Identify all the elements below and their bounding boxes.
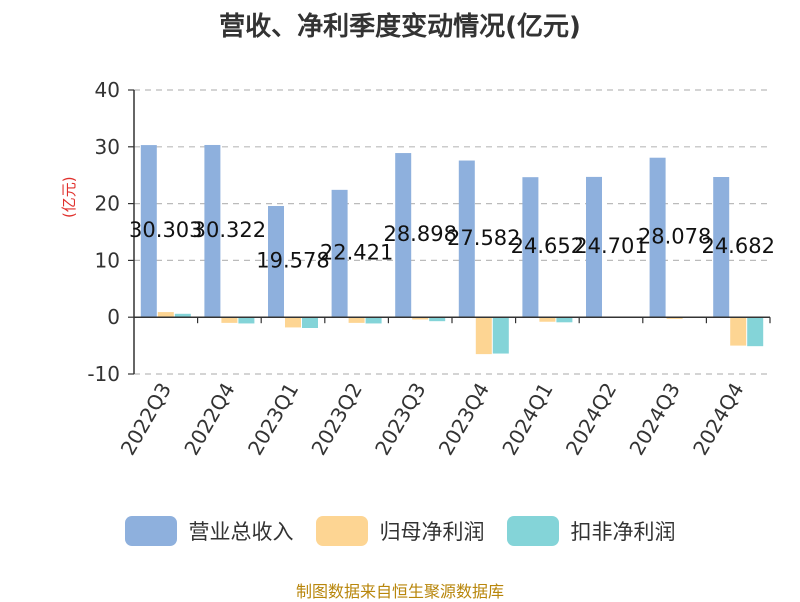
bar-net-profit xyxy=(666,317,683,319)
legend-swatch xyxy=(124,516,177,546)
legend-label: 扣非净利润 xyxy=(570,520,676,544)
chart-title: 营收、净利季度变动情况(亿元) xyxy=(219,12,581,42)
bar-deducted-net-profit xyxy=(492,317,509,354)
legend-item-deducted-net-profit[interactable]: 扣非净利润 xyxy=(506,516,676,546)
bar-net-profit xyxy=(412,317,429,320)
bar-deducted-net-profit xyxy=(747,317,764,347)
legend: 营业总收入 归母净利润 扣非净利润 xyxy=(0,516,800,546)
bar-deducted-net-profit xyxy=(174,313,191,318)
data-label: 22.421 xyxy=(320,241,393,265)
bar-revenue xyxy=(458,160,475,318)
bar-deducted-net-profit xyxy=(556,317,573,323)
bar-net-profit xyxy=(157,312,174,318)
y-tick-label: -10 xyxy=(87,362,120,386)
data-label: 24.701 xyxy=(574,234,647,258)
data-label: 30.322 xyxy=(193,218,266,242)
y-axis-label: (亿元) xyxy=(60,176,78,218)
data-label: 28.078 xyxy=(638,224,711,248)
x-tick-label: 2023Q2 xyxy=(306,379,366,460)
x-tick-label: 2022Q4 xyxy=(179,379,239,460)
bar-deducted-net-profit xyxy=(429,317,446,322)
x-tick-label: 2024Q3 xyxy=(624,379,684,460)
bar-net-profit xyxy=(221,317,238,323)
bar-revenue xyxy=(140,145,157,318)
x-tick-label: 2024Q1 xyxy=(497,379,557,460)
bar-net-profit xyxy=(285,317,301,328)
bar-net-profit xyxy=(348,317,365,323)
data-label: 19.578 xyxy=(256,249,329,273)
bar-revenue xyxy=(522,177,539,318)
legend-label: 归母净利润 xyxy=(379,520,485,544)
data-label: 28.898 xyxy=(383,222,456,246)
y-tick-label: 30 xyxy=(95,135,120,159)
bar-revenue xyxy=(649,157,666,318)
y-tick-label: 10 xyxy=(95,248,120,272)
bar-revenue xyxy=(586,176,602,318)
bar-deducted-net-profit xyxy=(238,317,255,324)
data-label: 24.652 xyxy=(511,234,584,258)
y-tick-label: 40 xyxy=(95,78,120,102)
bar-revenue xyxy=(204,144,221,318)
y-tick-label: 20 xyxy=(95,192,120,216)
bar-revenue xyxy=(713,177,730,318)
bar-deducted-net-profit xyxy=(365,317,382,324)
y-tick-label: 0 xyxy=(107,305,120,329)
data-label: 30.303 xyxy=(129,218,202,242)
x-tick-label: 2023Q3 xyxy=(370,379,430,460)
legend-swatch xyxy=(506,516,559,546)
source-footer: 制图数据来自恒生聚源数据库 xyxy=(295,582,504,601)
data-label: 27.582 xyxy=(447,226,520,250)
legend-item-net-profit[interactable]: 归母净利润 xyxy=(315,516,485,546)
legend-label: 营业总收入 xyxy=(188,520,294,544)
x-tick-label: 2022Q3 xyxy=(116,379,176,460)
x-tick-label: 2024Q2 xyxy=(561,379,621,460)
x-tick-label: 2023Q4 xyxy=(434,379,494,460)
bar-revenue xyxy=(395,153,412,318)
legend-swatch xyxy=(315,516,368,546)
bar-revenue xyxy=(331,189,348,318)
data-labels: 30.30330.32219.57822.42128.89827.58224.6… xyxy=(129,218,775,273)
x-tick-label: 2024Q4 xyxy=(688,379,748,460)
data-label: 24.682 xyxy=(701,234,774,258)
legend-item-revenue[interactable]: 营业总收入 xyxy=(124,516,294,546)
bar-revenue xyxy=(268,205,284,318)
bar-deducted-net-profit xyxy=(302,317,318,328)
bar-net-profit xyxy=(730,317,747,346)
bars xyxy=(140,144,764,355)
bar-net-profit xyxy=(539,317,556,322)
bar-net-profit xyxy=(475,317,492,355)
x-tick-label: 2023Q1 xyxy=(243,379,303,460)
